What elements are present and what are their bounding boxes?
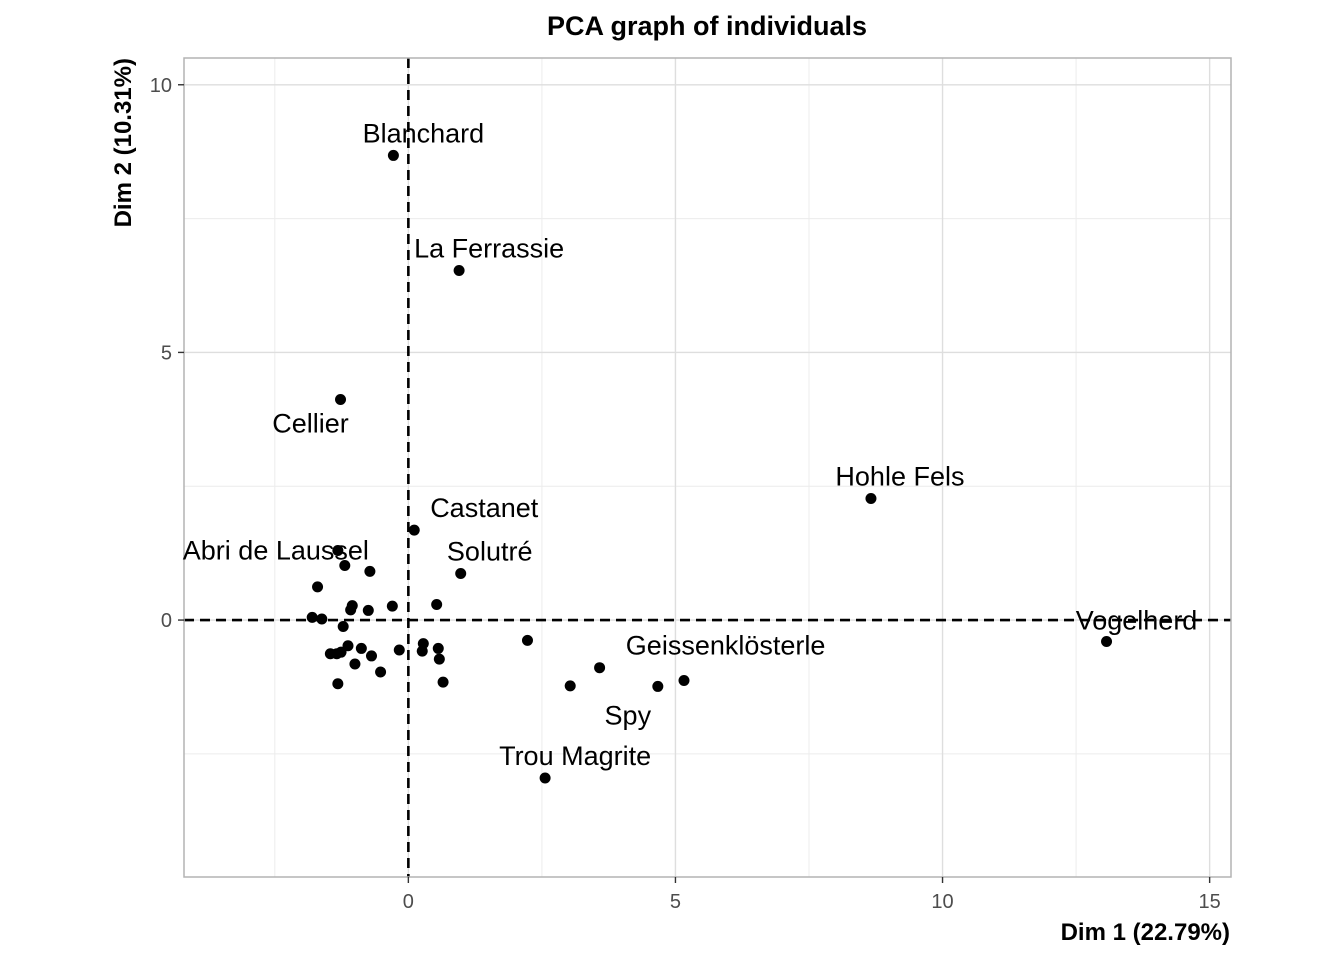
point-label: Solutré — [447, 536, 533, 566]
data-point — [521, 634, 533, 646]
data-point-labeled — [332, 544, 344, 556]
data-point-labeled — [455, 567, 467, 579]
tick-layer: 0 5 10 15 0 5 10 — [150, 75, 1221, 913]
data-point — [362, 604, 374, 616]
point-layer — [306, 149, 1113, 784]
data-point — [355, 642, 367, 654]
data-point — [335, 646, 347, 658]
data-point-labeled — [335, 394, 347, 406]
data-point-labeled — [453, 265, 465, 277]
x-tick-label: 5 — [670, 891, 681, 913]
data-point — [386, 600, 398, 612]
data-point-labeled — [408, 524, 420, 536]
point-label: Cellier — [272, 409, 349, 439]
data-point — [393, 644, 405, 656]
data-point — [306, 611, 318, 623]
point-label: Spy — [605, 700, 652, 730]
data-point-labeled — [594, 662, 606, 674]
point-label-layer: Blanchard La Ferrassie Cellier Hohle Fels Ca… — [183, 118, 1198, 771]
data-point — [437, 676, 449, 688]
data-point — [433, 653, 445, 665]
x-axis-title: Dim 1 (22.79%) — [1061, 919, 1230, 946]
grid-layer — [184, 58, 1231, 877]
data-point — [339, 559, 351, 571]
data-point — [316, 613, 328, 625]
data-point — [564, 680, 576, 692]
point-label: Geissenklösterle — [626, 631, 826, 661]
data-point-labeled — [387, 149, 399, 161]
y-tick-label: 5 — [161, 342, 172, 364]
x-tick-label: 0 — [403, 891, 414, 913]
data-point — [337, 620, 349, 632]
x-tick-label: 15 — [1199, 891, 1221, 913]
data-point — [364, 565, 376, 577]
point-label: La Ferrassie — [414, 234, 564, 264]
data-point-labeled — [652, 680, 664, 692]
point-label: Castanet — [430, 493, 539, 523]
x-tick-label: 10 — [931, 891, 953, 913]
point-label: Vogelherd — [1076, 605, 1198, 635]
data-point — [349, 658, 361, 670]
data-point-labeled — [539, 772, 551, 784]
data-point — [432, 642, 444, 654]
reference-lines — [184, 58, 1231, 877]
point-label: Abri de Laussel — [183, 535, 369, 565]
data-point — [678, 675, 690, 687]
chart-title: PCA graph of individuals — [547, 11, 867, 41]
data-point — [312, 581, 324, 593]
data-point — [431, 599, 443, 611]
data-point-labeled — [865, 493, 877, 505]
data-point — [365, 650, 377, 662]
data-point — [375, 666, 387, 678]
data-point — [346, 600, 358, 612]
data-point — [332, 678, 344, 690]
point-label: Hohle Fels — [835, 462, 964, 492]
data-point-labeled — [1101, 635, 1113, 647]
y-axis-title: Dim 2 (10.31%) — [110, 58, 137, 227]
y-tick-label: 0 — [161, 610, 172, 632]
point-label: Trou Magrite — [499, 741, 651, 771]
panel-border — [183, 57, 1232, 878]
data-point — [416, 645, 428, 657]
y-tick-label: 10 — [150, 75, 172, 97]
data-point — [342, 640, 354, 652]
point-label: Blanchard — [363, 118, 485, 148]
